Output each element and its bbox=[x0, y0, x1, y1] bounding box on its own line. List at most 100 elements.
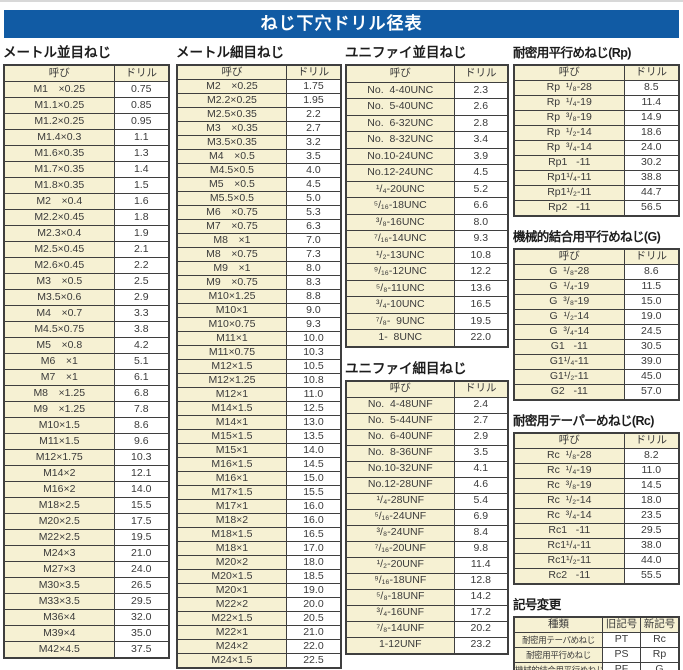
drill-value-cell: 7.3 bbox=[285, 247, 342, 262]
table-row: G ¹/₂-14 19.0 bbox=[513, 309, 680, 325]
thread-name-cell: No. 8-36UNF bbox=[345, 444, 455, 462]
table-row: M14×1 13.0 bbox=[176, 415, 342, 430]
table-row: M10×1.5 8.6 bbox=[3, 417, 170, 434]
thread-name-cell: ¹/₂-20UNF bbox=[345, 556, 455, 574]
thread-name-cell: ⁹/₁₆-18UNF bbox=[345, 572, 455, 590]
thread-name-cell: M30×3.5 bbox=[3, 577, 115, 594]
section-title-metric-coarse: メートル並目ねじ bbox=[3, 45, 111, 60]
drill-value-cell: 13.0 bbox=[285, 415, 342, 430]
drill-value-cell: 22.0 bbox=[453, 329, 509, 347]
header-row: 呼び ドリル bbox=[345, 64, 509, 83]
drill-value-cell: Rc bbox=[639, 632, 680, 648]
drill-value-cell: 39.0 bbox=[623, 354, 680, 370]
drill-value-cell: 44.0 bbox=[623, 553, 680, 569]
column-header: 新記号 bbox=[639, 616, 680, 633]
table-row: M11×1 10.0 bbox=[176, 331, 342, 346]
thread-name-cell: M17×1 bbox=[176, 499, 287, 514]
thread-name-cell: G1¹/₂-11 bbox=[513, 369, 625, 385]
drill-value-cell: 16.5 bbox=[285, 527, 342, 542]
drill-value-cell: 17.0 bbox=[285, 541, 342, 556]
table-row: M33×3.5 29.5 bbox=[3, 593, 170, 610]
thread-name-cell: Rc2 -11 bbox=[513, 568, 625, 585]
table-row: No. 8-36UNF 3.5 bbox=[345, 444, 509, 462]
table-row: M2.3×0.4 1.9 bbox=[3, 225, 170, 242]
thread-name-cell: M6 ×1 bbox=[3, 353, 115, 370]
drill-value-cell: 55.5 bbox=[623, 568, 680, 585]
table-row: M16×2 14.0 bbox=[3, 481, 170, 498]
thread-name-cell: M2.2×0.25 bbox=[176, 93, 287, 108]
drill-value-cell: 11.4 bbox=[453, 556, 509, 574]
table-row: M22×1.5 20.5 bbox=[176, 611, 342, 626]
drill-value-cell: 30.2 bbox=[623, 155, 680, 171]
table-row: M8 ×1.25 6.8 bbox=[3, 385, 170, 402]
column-header: ドリル bbox=[623, 432, 680, 449]
thread-name-cell: M36×4 bbox=[3, 609, 115, 626]
table-row: M3 ×0.5 2.5 bbox=[3, 273, 170, 290]
drill-value-cell: 5.0 bbox=[285, 191, 342, 206]
g-table: 呼び ドリル G ¹/₈-28 8.6 G ¹/₄-19 11.5 G ³/₈-19 15.0… bbox=[513, 248, 680, 401]
thread-name-cell: M4.5×0.5 bbox=[176, 163, 287, 178]
table-row: ³/₈-16UNC 8.0 bbox=[345, 213, 509, 231]
drill-value-cell: 7.0 bbox=[285, 233, 342, 248]
table-row: 1- 8UNC 22.0 bbox=[345, 329, 509, 347]
thread-name-cell: M18×1.5 bbox=[176, 527, 287, 542]
drill-value-cell: 6.8 bbox=[113, 385, 170, 402]
drill-value-cell: 9.3 bbox=[453, 230, 509, 248]
table-row: ⁵/₁₆-24UNF 6.9 bbox=[345, 508, 509, 526]
drill-value-cell: 24.0 bbox=[113, 561, 170, 578]
thread-name-cell: M1.4×0.3 bbox=[3, 129, 115, 146]
table-row: M9 ×1 8.0 bbox=[176, 261, 342, 276]
unified-coarse-table: 呼び ドリル No. 4-40UNC 2.3 No. 5-40UNC 2.6 No. 6-3… bbox=[345, 64, 509, 348]
drill-value-cell: 8.6 bbox=[623, 264, 680, 280]
drill-value-cell: 30.5 bbox=[623, 339, 680, 355]
column-header: 旧記号 bbox=[601, 616, 641, 633]
drill-value-cell: 15.0 bbox=[285, 471, 342, 486]
table-row: M18×1.5 16.5 bbox=[176, 527, 342, 542]
section-title-unified-fine: ユニファイ細目ねじ bbox=[345, 360, 467, 376]
thread-name-cell: M12×1 bbox=[176, 387, 287, 402]
column-unified: ユニファイ並目ねじ 呼び ドリル No. 4-40UNC 2.3 No. 5-40UNC… bbox=[345, 44, 509, 655]
drill-value-cell: 38.0 bbox=[623, 538, 680, 554]
thread-name-cell: Rp ³/₈-19 bbox=[513, 110, 625, 126]
thread-name-cell: M8 ×1.25 bbox=[3, 385, 115, 402]
thread-name-cell: M4.5×0.75 bbox=[3, 321, 115, 338]
table-row: ³/₈-24UNF 8.4 bbox=[345, 524, 509, 542]
table-row: M14×1.5 12.5 bbox=[176, 401, 342, 416]
table-row: G1¹/₂-11 45.0 bbox=[513, 369, 680, 385]
drill-value-cell: 1.95 bbox=[285, 93, 342, 108]
thread-name-cell: M11×1 bbox=[176, 331, 287, 346]
table-row: Rc ³/₄-14 23.5 bbox=[513, 508, 680, 524]
thread-name-cell: Rc ¹/₂-14 bbox=[513, 493, 625, 509]
table-row: M12×1.5 10.5 bbox=[176, 359, 342, 374]
drill-value-cell: 8.4 bbox=[453, 524, 509, 542]
drill-value-cell: 37.5 bbox=[113, 641, 170, 659]
drill-value-cell: 7.8 bbox=[113, 401, 170, 418]
thread-name-cell: M18×2.5 bbox=[3, 497, 115, 514]
drill-value-cell: 3.3 bbox=[113, 305, 170, 322]
drill-value-cell: 4.0 bbox=[285, 163, 342, 178]
table-row: M1.8×0.35 1.5 bbox=[3, 177, 170, 194]
table-row: M4.5×0.5 4.0 bbox=[176, 163, 342, 178]
table-row: M10×0.75 9.3 bbox=[176, 317, 342, 332]
table-row: M9 ×0.75 8.3 bbox=[176, 275, 342, 290]
drill-value-cell: 17.2 bbox=[453, 604, 509, 622]
thread-name-cell: M3 ×0.35 bbox=[176, 121, 287, 136]
thread-name-cell: Rc ³/₈-19 bbox=[513, 478, 625, 494]
table-row: M2.5×0.35 2.2 bbox=[176, 107, 342, 122]
thread-name-cell: M2.3×0.4 bbox=[3, 225, 115, 242]
header-row: 種類 旧記号 新記号 bbox=[513, 616, 680, 633]
drill-value-cell: 21.0 bbox=[285, 625, 342, 640]
drill-value-cell: 15.5 bbox=[285, 485, 342, 500]
thread-name-cell: M1.6×0.35 bbox=[3, 145, 115, 162]
drill-value-cell: 3.4 bbox=[453, 131, 509, 149]
drill-value-cell: 13.6 bbox=[453, 279, 509, 297]
drill-value-cell: 16.0 bbox=[285, 513, 342, 528]
table-row: ³/₄-16UNF 17.2 bbox=[345, 604, 509, 622]
drill-value-cell: 8.3 bbox=[285, 275, 342, 290]
thread-name-cell: M15×1 bbox=[176, 443, 287, 458]
table-row: 耐密用テーパめねじ PT Rc bbox=[513, 632, 680, 648]
thread-name-cell: Rp ¹/₂-14 bbox=[513, 125, 625, 141]
thread-name-cell: G ³/₄-14 bbox=[513, 324, 625, 340]
drill-value-cell: 0.95 bbox=[113, 113, 170, 130]
table-row: M1 ×0.25 0.75 bbox=[3, 81, 170, 98]
